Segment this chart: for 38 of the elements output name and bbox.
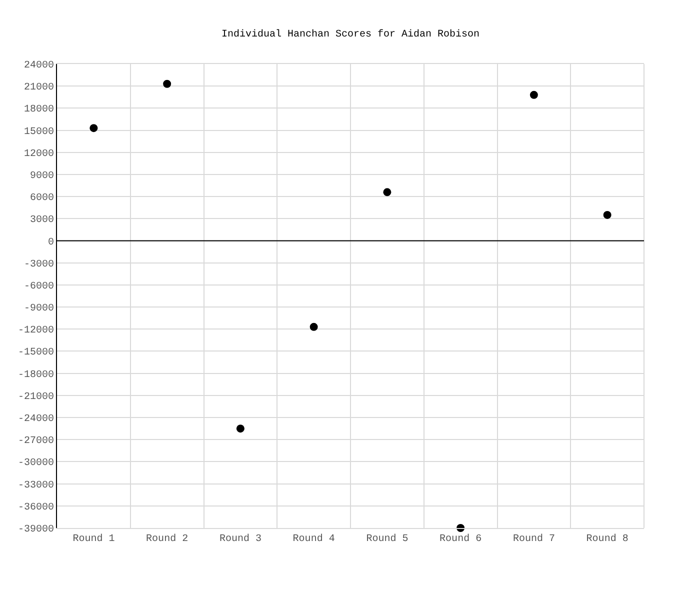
y-tick-label: 24000 — [24, 60, 54, 72]
chart-title: Individual Hanchan Scores for Aidan Robison — [221, 28, 480, 40]
y-tick-label: -27000 — [18, 436, 54, 448]
x-tick-label: Round 4 — [292, 533, 335, 545]
y-tick-label: -39000 — [18, 524, 54, 536]
y-tick-label: -12000 — [18, 326, 54, 337]
y-tick-label: 21000 — [24, 82, 54, 94]
x-tick-label: Round 7 — [512, 533, 555, 545]
x-tick-label: Round 3 — [219, 533, 262, 545]
point — [163, 80, 172, 88]
x-tick-label: Round 8 — [586, 533, 628, 545]
y-tick-label: -24000 — [18, 414, 54, 426]
y-tick-label: -30000 — [18, 458, 54, 470]
point — [236, 424, 244, 433]
y-tick-label: 12000 — [24, 148, 54, 160]
y-tick-label: -15000 — [18, 348, 54, 359]
x-tick-label: Round 2 — [146, 533, 188, 545]
y-tick-label: 3000 — [30, 215, 54, 226]
point — [603, 210, 612, 219]
y-tick-label: -33000 — [18, 480, 54, 492]
y-tick-label: -9000 — [24, 304, 54, 315]
point — [383, 188, 392, 196]
y-tick-label: -6000 — [24, 281, 54, 292]
y-tick-label: 15000 — [24, 126, 54, 138]
y-tick-label: 18000 — [24, 104, 54, 116]
y-tick-label: 0 — [48, 237, 54, 248]
y-tick-label: -3000 — [24, 259, 54, 270]
x-tick-label: Round 6 — [440, 533, 482, 545]
point — [310, 322, 318, 331]
point — [530, 90, 538, 99]
y-tick-label: -36000 — [18, 502, 54, 514]
x-tick-label: Round 5 — [366, 533, 408, 545]
y-tick-label: -18000 — [18, 370, 54, 381]
point — [90, 124, 98, 132]
y-tick-label: 9000 — [30, 170, 54, 182]
x-tick-label: Round 1 — [72, 533, 115, 545]
y-tick-label: 6000 — [30, 193, 54, 204]
y-tick-label: -21000 — [18, 392, 54, 403]
